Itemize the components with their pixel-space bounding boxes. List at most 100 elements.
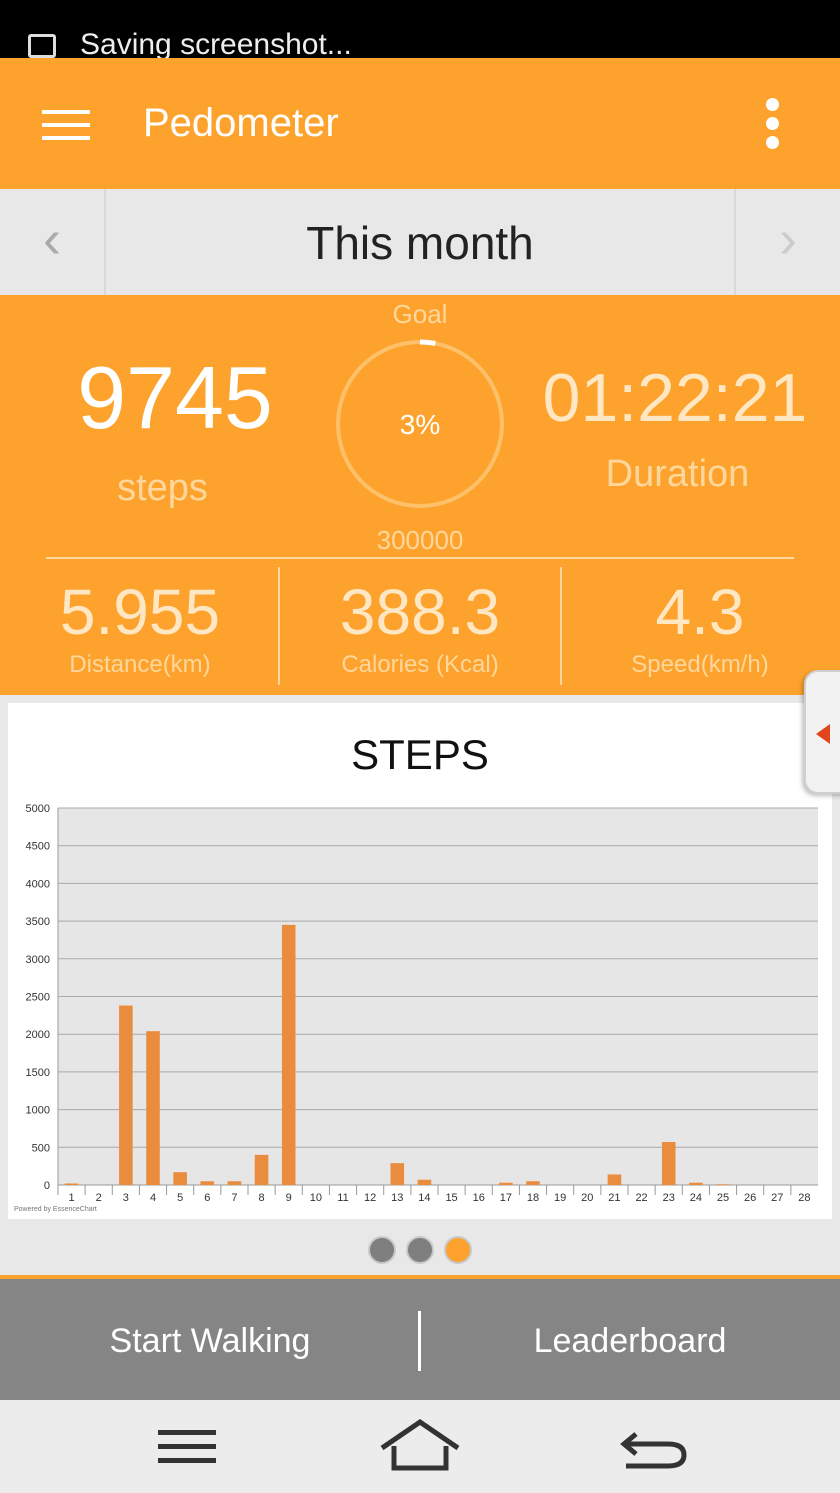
x-tick-label: 22 xyxy=(635,1192,647,1204)
x-tick-label: 9 xyxy=(286,1192,292,1204)
steps-chart-card[interactable]: STEPS 0 500 1000 1500 2000 2500 3000 3500 4000 45… xyxy=(8,703,832,1219)
y-tick-label: 1000 xyxy=(26,1105,50,1117)
bar-day-21 xyxy=(607,1174,622,1185)
start-walking-button[interactable]: Start Walking xyxy=(109,1322,311,1360)
y-tick-label: 4000 xyxy=(26,878,50,890)
y-tick-label: 2500 xyxy=(26,992,50,1004)
image-icon xyxy=(28,34,56,58)
period-title: This month xyxy=(306,217,534,269)
bar-day-14 xyxy=(417,1179,432,1185)
menu-icon[interactable] xyxy=(42,110,90,140)
x-tick-label: 24 xyxy=(690,1192,702,1204)
bar-day-18 xyxy=(526,1181,540,1185)
status-notification: Saving screenshot... xyxy=(80,28,352,61)
bar-day-8 xyxy=(254,1154,269,1185)
calories-value: 388.3 xyxy=(339,576,501,648)
steps-label: steps xyxy=(117,467,208,509)
y-tick-label: 3000 xyxy=(26,954,50,966)
app-bar: Pedometer xyxy=(0,58,840,189)
overflow-menu-icon[interactable] xyxy=(762,98,782,152)
x-tick-label: 8 xyxy=(259,1192,265,1204)
leaderboard-button[interactable]: Leaderboard xyxy=(533,1322,727,1360)
x-tick-label: 15 xyxy=(445,1192,457,1204)
speed-metric: 4.3 Speed(km/h) xyxy=(560,575,840,679)
goal-progress-ring[interactable] xyxy=(334,338,506,510)
bar-day-9 xyxy=(281,924,296,1185)
app-title: Pedometer xyxy=(143,101,339,145)
distance-metric: 5.955 Distance(km) xyxy=(0,575,280,679)
action-divider xyxy=(418,1311,421,1371)
bar-day-5 xyxy=(173,1172,187,1185)
x-tick-label: 10 xyxy=(310,1192,322,1204)
x-tick-label: 17 xyxy=(500,1192,512,1204)
duration-label: Duration xyxy=(605,453,750,495)
chevron-right-icon[interactable]: › xyxy=(734,189,840,295)
x-tick-label: 23 xyxy=(663,1192,675,1204)
menu-nav-icon[interactable] xyxy=(126,1414,246,1480)
y-tick-label: 4500 xyxy=(26,841,50,853)
x-tick-label: 2 xyxy=(96,1192,102,1204)
y-tick-label: 5000 xyxy=(26,803,50,815)
steps-chart: 0 500 1000 1500 2000 2500 3000 3500 4000 4500 5000… xyxy=(14,803,818,1213)
bar-day-25 xyxy=(716,1184,730,1185)
x-tick-label: 4 xyxy=(150,1192,156,1204)
back-icon[interactable] xyxy=(596,1414,716,1480)
x-tick-label: 18 xyxy=(527,1192,539,1204)
metric-divider xyxy=(560,567,562,685)
goal-value: 300000 xyxy=(376,525,464,555)
duration-value: 01:22:21 xyxy=(542,360,808,436)
distance-label: Distance(km) xyxy=(69,651,211,678)
speed-value: 4.3 xyxy=(655,576,745,648)
x-tick-label: 3 xyxy=(123,1192,129,1204)
home-icon[interactable] xyxy=(360,1414,480,1480)
metric-divider xyxy=(278,567,280,685)
y-tick-label: 500 xyxy=(32,1142,50,1154)
arrow-left-icon xyxy=(816,724,830,744)
x-tick-label: 11 xyxy=(337,1192,348,1204)
status-bar: Saving screenshot... xyxy=(0,0,840,61)
x-tick-label: 6 xyxy=(204,1192,210,1204)
calories-label: Calories (Kcal) xyxy=(341,651,499,678)
period-selector: ‹ This month › xyxy=(0,189,840,295)
bar-day-17 xyxy=(499,1182,513,1185)
bar-day-4 xyxy=(146,1031,160,1185)
side-drawer-tab[interactable] xyxy=(804,670,840,794)
x-tick-label: 25 xyxy=(717,1192,729,1204)
calories-metric: 388.3 Calories (Kcal) xyxy=(280,575,560,679)
system-nav-bar xyxy=(0,1400,840,1493)
x-tick-label: 1 xyxy=(69,1192,75,1204)
x-tick-label: 19 xyxy=(554,1192,566,1204)
bar-day-1 xyxy=(64,1183,79,1185)
x-tick-label: 16 xyxy=(473,1192,485,1204)
x-tick-label: 12 xyxy=(364,1192,376,1204)
y-tick-label: 2000 xyxy=(26,1029,50,1041)
bar-day-7 xyxy=(227,1181,242,1185)
bar-day-13 xyxy=(390,1163,405,1185)
x-tick-label: 7 xyxy=(231,1192,237,1204)
x-tick-label: 28 xyxy=(798,1192,810,1204)
stats-panel: 9745 steps Goal 3% 300000 01:22:21 Durat… xyxy=(0,295,840,695)
x-tick-label: 14 xyxy=(418,1192,430,1204)
y-tick-label: 0 xyxy=(44,1180,50,1192)
page-indicator xyxy=(0,1236,840,1266)
page-dot[interactable] xyxy=(444,1236,472,1264)
stats-divider xyxy=(46,557,794,559)
bar-day-23 xyxy=(661,1142,676,1185)
goal-percent: 3% xyxy=(399,409,441,440)
chevron-left-icon[interactable]: ‹ xyxy=(0,189,106,295)
y-tick-label: 3500 xyxy=(26,916,50,928)
bar-day-3 xyxy=(119,1005,133,1185)
chart-title: STEPS xyxy=(351,731,489,778)
page-dot[interactable] xyxy=(368,1236,396,1264)
x-tick-label: 21 xyxy=(608,1192,620,1204)
speed-label: Speed(km/h) xyxy=(631,651,769,678)
page-dot[interactable] xyxy=(406,1236,434,1264)
goal-ring-progress xyxy=(419,339,436,346)
x-tick-label: 5 xyxy=(177,1192,183,1204)
x-tick-label: 20 xyxy=(581,1192,593,1204)
x-tick-label: 26 xyxy=(744,1192,756,1204)
y-tick-label: 1500 xyxy=(26,1067,50,1079)
distance-value: 5.955 xyxy=(59,576,221,648)
goal-label: Goal xyxy=(392,299,448,329)
action-bar: Start Walking Leaderboard xyxy=(0,1275,840,1400)
